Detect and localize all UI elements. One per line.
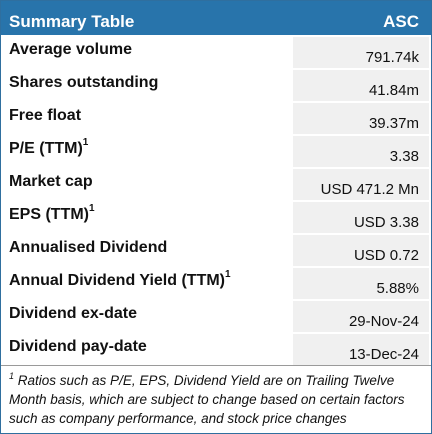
ticker-symbol: ASC	[383, 12, 419, 31]
value-cell: USD 0.72	[293, 235, 429, 266]
footnote-marker: 1	[82, 137, 89, 148]
row-label: Free float	[9, 107, 82, 124]
footnote-text: Ratios such as P/E, EPS, Dividend Yield …	[9, 373, 405, 426]
value-cell: 791.74k	[293, 37, 429, 68]
value-cell: 3.38	[293, 136, 429, 167]
value-cell: 13-Dec-24	[293, 334, 429, 365]
table-header: Summary Table ASC	[1, 1, 431, 35]
table-row: Shares outstanding 41.84m	[1, 68, 431, 101]
row-label: Average volume	[9, 41, 133, 58]
value-cell: USD 3.38	[293, 202, 429, 233]
footnote-divider	[1, 365, 431, 366]
row-label: EPS (TTM)1	[9, 203, 95, 224]
table-title: Summary Table	[9, 12, 135, 31]
table-row: P/E (TTM)1 3.38	[1, 134, 431, 167]
footnote: 1 Ratios such as P/E, EPS, Dividend Yiel…	[9, 371, 423, 428]
table-row: Annualised Dividend USD 0.72	[1, 233, 431, 266]
table-row: Average volume 791.74k	[1, 35, 431, 68]
row-value: 791.74k	[365, 49, 419, 66]
row-label: Annual Dividend Yield (TTM)1	[9, 269, 231, 290]
value-cell: 41.84m	[293, 70, 429, 101]
row-value: 29-Nov-24	[348, 313, 419, 330]
value-cell: USD 471.2 Mn	[293, 169, 429, 200]
table-row: Annual Dividend Yield (TTM)1 5.88%	[1, 266, 431, 299]
row-label: Dividend pay-date	[9, 338, 147, 355]
row-value: USD 3.38	[353, 214, 419, 231]
value-cell: 5.88%	[293, 268, 429, 299]
table-row: Dividend ex-date 29-Nov-24	[1, 299, 431, 332]
row-value: 3.38	[389, 148, 419, 165]
table-row: Market cap USD 471.2 Mn	[1, 167, 431, 200]
table-row: Free float 39.37m	[1, 101, 431, 134]
row-value: 13-Dec-24	[348, 346, 419, 363]
row-label: P/E (TTM)1	[9, 137, 89, 158]
row-value: USD 471.2 Mn	[320, 181, 419, 198]
row-label: Annualised Dividend	[9, 239, 168, 256]
row-label: Shares outstanding	[9, 74, 159, 91]
row-value: USD 0.72	[353, 247, 419, 264]
value-cell: 29-Nov-24	[293, 301, 429, 332]
row-label: Dividend ex-date	[9, 305, 138, 322]
row-value: 5.88%	[376, 280, 419, 297]
row-value: 41.84m	[368, 82, 419, 99]
row-label: Market cap	[9, 173, 93, 190]
footnote-marker: 1	[9, 371, 15, 381]
table-row: Dividend pay-date 13-Dec-24	[1, 332, 431, 365]
value-cell: 39.37m	[293, 103, 429, 134]
footnote-marker: 1	[225, 269, 231, 280]
footnote-marker: 1	[89, 203, 95, 214]
row-value: 39.37m	[368, 115, 419, 132]
table-row: EPS (TTM)1 USD 3.38	[1, 200, 431, 233]
table-body: Average volume 791.74k Shares outstandin…	[1, 35, 431, 365]
